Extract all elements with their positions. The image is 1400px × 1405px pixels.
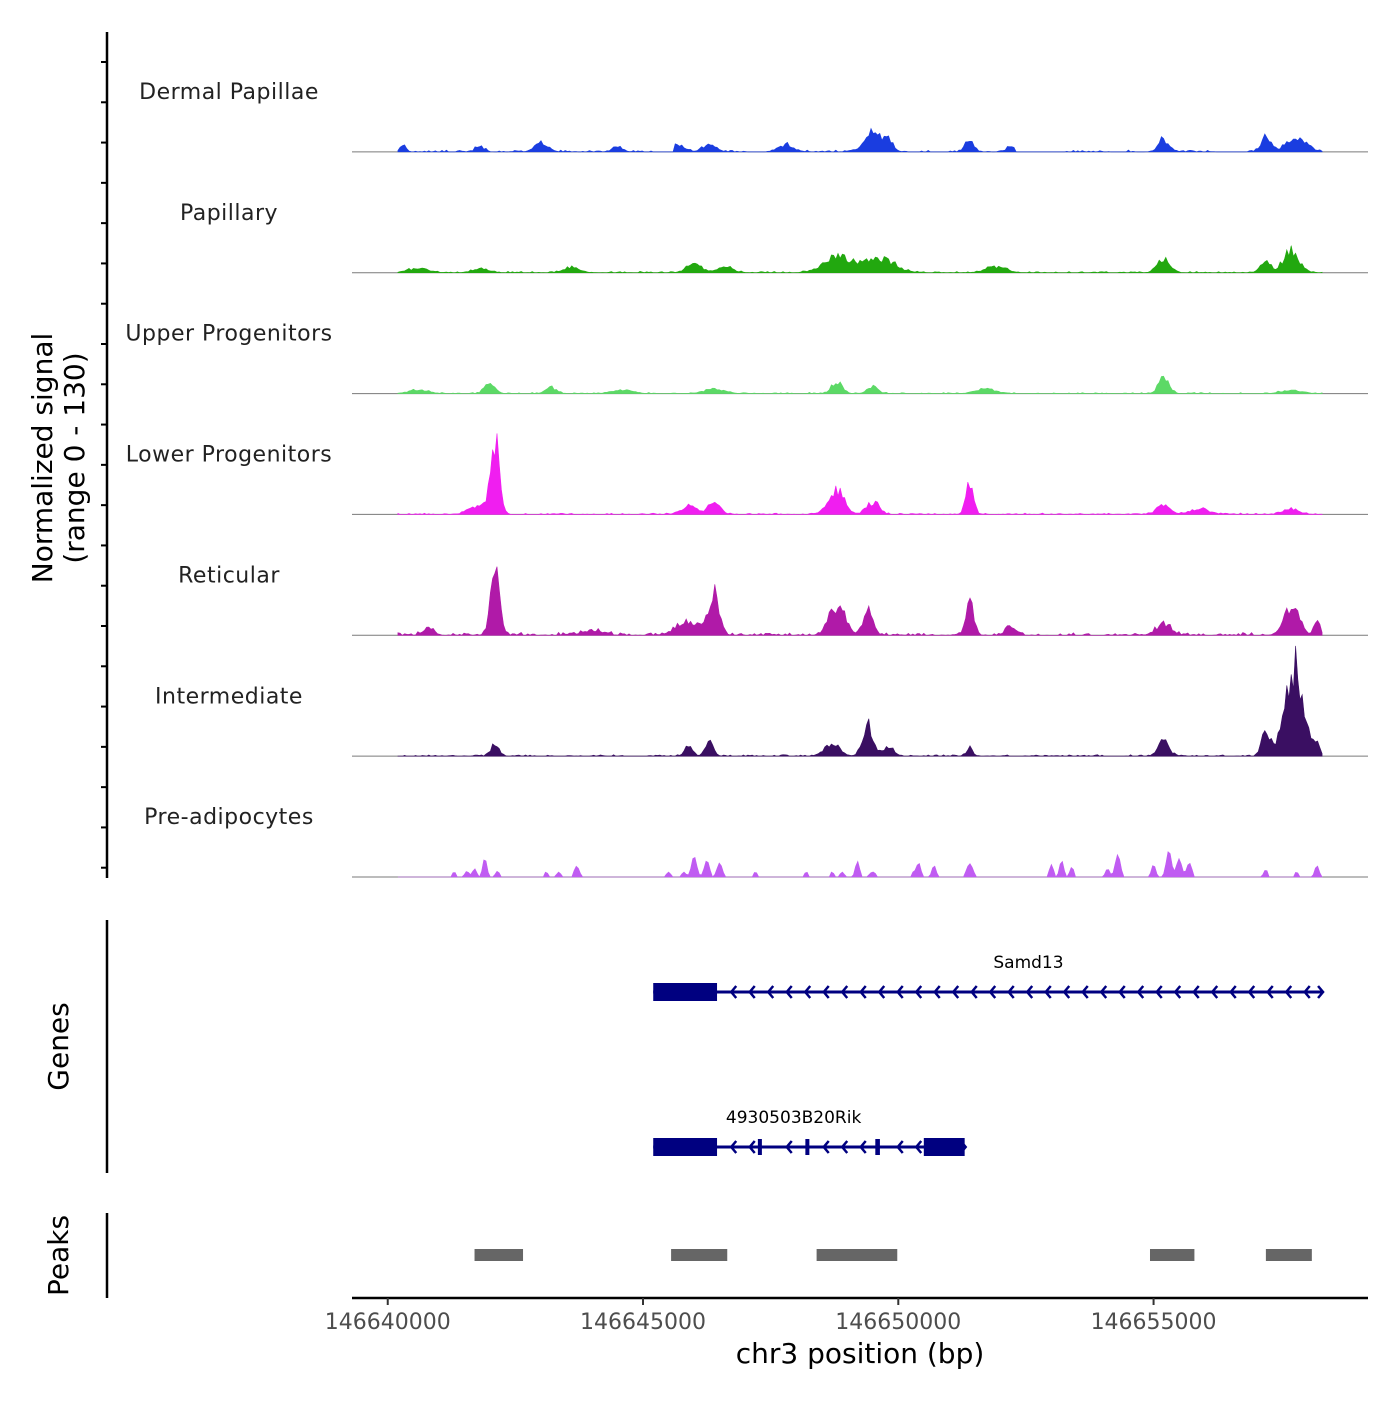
strand-arrow <box>1081 985 1089 999</box>
strand-arrow <box>803 985 812 999</box>
strand-arrow <box>896 985 904 999</box>
x-tick-label: 146645000 <box>580 1310 706 1335</box>
strand-arrow <box>1284 985 1293 999</box>
strand-arrow <box>877 985 886 999</box>
peaks-panel: Peaks <box>42 1213 1312 1298</box>
y-axis-title: Normalized signal(range 0 - 130) <box>26 333 91 584</box>
track-label: Upper Progenitors <box>125 322 332 347</box>
strand-arrow <box>1303 985 1311 999</box>
peaks-axis-title: Peaks <box>42 1215 75 1296</box>
track-label: Papillary <box>180 201 278 226</box>
strand-arrow <box>822 985 830 999</box>
strand-arrow <box>896 1140 904 1154</box>
x-axis-title: chr3 position (bp) <box>736 1337 985 1370</box>
coverage-signal <box>397 375 1323 394</box>
coverage-track: Reticular <box>178 563 1368 636</box>
strand-arrow <box>729 985 738 999</box>
strand-arrow <box>1210 985 1219 999</box>
coverage-signal <box>397 645 1323 757</box>
strand-arrow <box>1025 985 1034 999</box>
strand-arrow <box>859 985 867 999</box>
strand-arrow <box>1317 985 1325 999</box>
strand-arrow <box>1044 985 1052 999</box>
coverage-signal <box>397 851 1323 878</box>
peak-region <box>816 1249 898 1261</box>
gene-model: Samd13 <box>653 953 1325 1001</box>
gene-name: Samd13 <box>993 953 1063 973</box>
strand-arrow <box>840 985 849 999</box>
coverage-signal <box>397 566 1323 636</box>
strand-arrow <box>859 1140 867 1154</box>
strand-arrow <box>914 985 923 999</box>
coverage-signal <box>397 433 1323 515</box>
strand-arrow <box>988 985 997 999</box>
coverage-panel: Normalized signal(range 0 - 130) Dermal P… <box>26 32 1368 878</box>
strand-arrow <box>840 1140 849 1154</box>
strand-arrow <box>1136 985 1145 999</box>
peak-region <box>1265 1249 1312 1261</box>
genes-axis-title: Genes <box>42 1002 75 1090</box>
gene-exon <box>923 1138 965 1156</box>
gene-exon <box>757 1139 762 1155</box>
strand-arrow <box>1266 985 1274 999</box>
strand-arrow <box>748 985 756 999</box>
coverage-track: Pre-adipocytes <box>144 805 1368 878</box>
strand-arrow <box>970 985 978 999</box>
genes-panel: Genes Samd13 4930503B20Rik <box>42 920 1325 1173</box>
gene-model: 4930503B20Rik <box>653 1108 968 1156</box>
gene-exon <box>875 1139 880 1155</box>
coverage-signal <box>397 245 1323 274</box>
track-label: Dermal Papillae <box>139 80 319 105</box>
strand-arrow <box>1155 985 1163 999</box>
coverage-track: Upper Progenitors <box>125 322 1368 395</box>
x-tick-label: 146650000 <box>835 1310 961 1335</box>
coverage-track: Dermal Papillae <box>139 80 1368 153</box>
strand-arrow <box>1007 985 1015 999</box>
strand-arrow <box>933 985 941 999</box>
track-label: Pre-adipocytes <box>144 805 314 830</box>
coverage-track: Lower Progenitors <box>126 433 1368 515</box>
strand-arrow <box>729 1140 738 1154</box>
strand-arrow <box>1099 985 1108 999</box>
x-tick-label: 146640000 <box>325 1310 451 1335</box>
strand-arrow <box>1192 985 1200 999</box>
x-tick-label: 146655000 <box>1091 1310 1217 1335</box>
peak-region <box>474 1249 524 1261</box>
coverage-track: Papillary <box>180 201 1368 274</box>
strand-arrow <box>766 985 775 999</box>
coverage-signal <box>397 127 1323 153</box>
track-label: Reticular <box>178 563 280 588</box>
strand-arrow <box>785 1140 793 1154</box>
strand-arrow <box>1229 985 1237 999</box>
strand-arrow <box>951 985 960 999</box>
strand-arrow <box>1247 985 1256 999</box>
gene-exon <box>653 1138 718 1156</box>
gene-name: 4930503B20Rik <box>726 1108 862 1128</box>
strand-arrow <box>914 1140 923 1154</box>
x-axis: 146640000 146645000 146650000 146655000 chr3… <box>325 1296 1368 1370</box>
gene-exon <box>653 983 718 1001</box>
strand-arrow <box>1118 985 1126 999</box>
strand-arrow <box>1173 985 1182 999</box>
coverage-track: Intermediate <box>155 645 1368 757</box>
strand-arrow <box>822 1140 830 1154</box>
strand-arrow <box>748 1140 756 1154</box>
track-label: Lower Progenitors <box>126 443 332 468</box>
peak-region <box>1149 1249 1195 1261</box>
track-label: Intermediate <box>155 684 303 709</box>
strand-arrow <box>1062 985 1071 999</box>
gene-exon <box>805 1139 810 1155</box>
y-axis-title-line2: (range 0 - 130) <box>58 352 91 563</box>
y-axis-title-line1: Normalized signal <box>26 333 59 584</box>
strand-arrow <box>785 985 793 999</box>
peak-region <box>671 1249 728 1261</box>
